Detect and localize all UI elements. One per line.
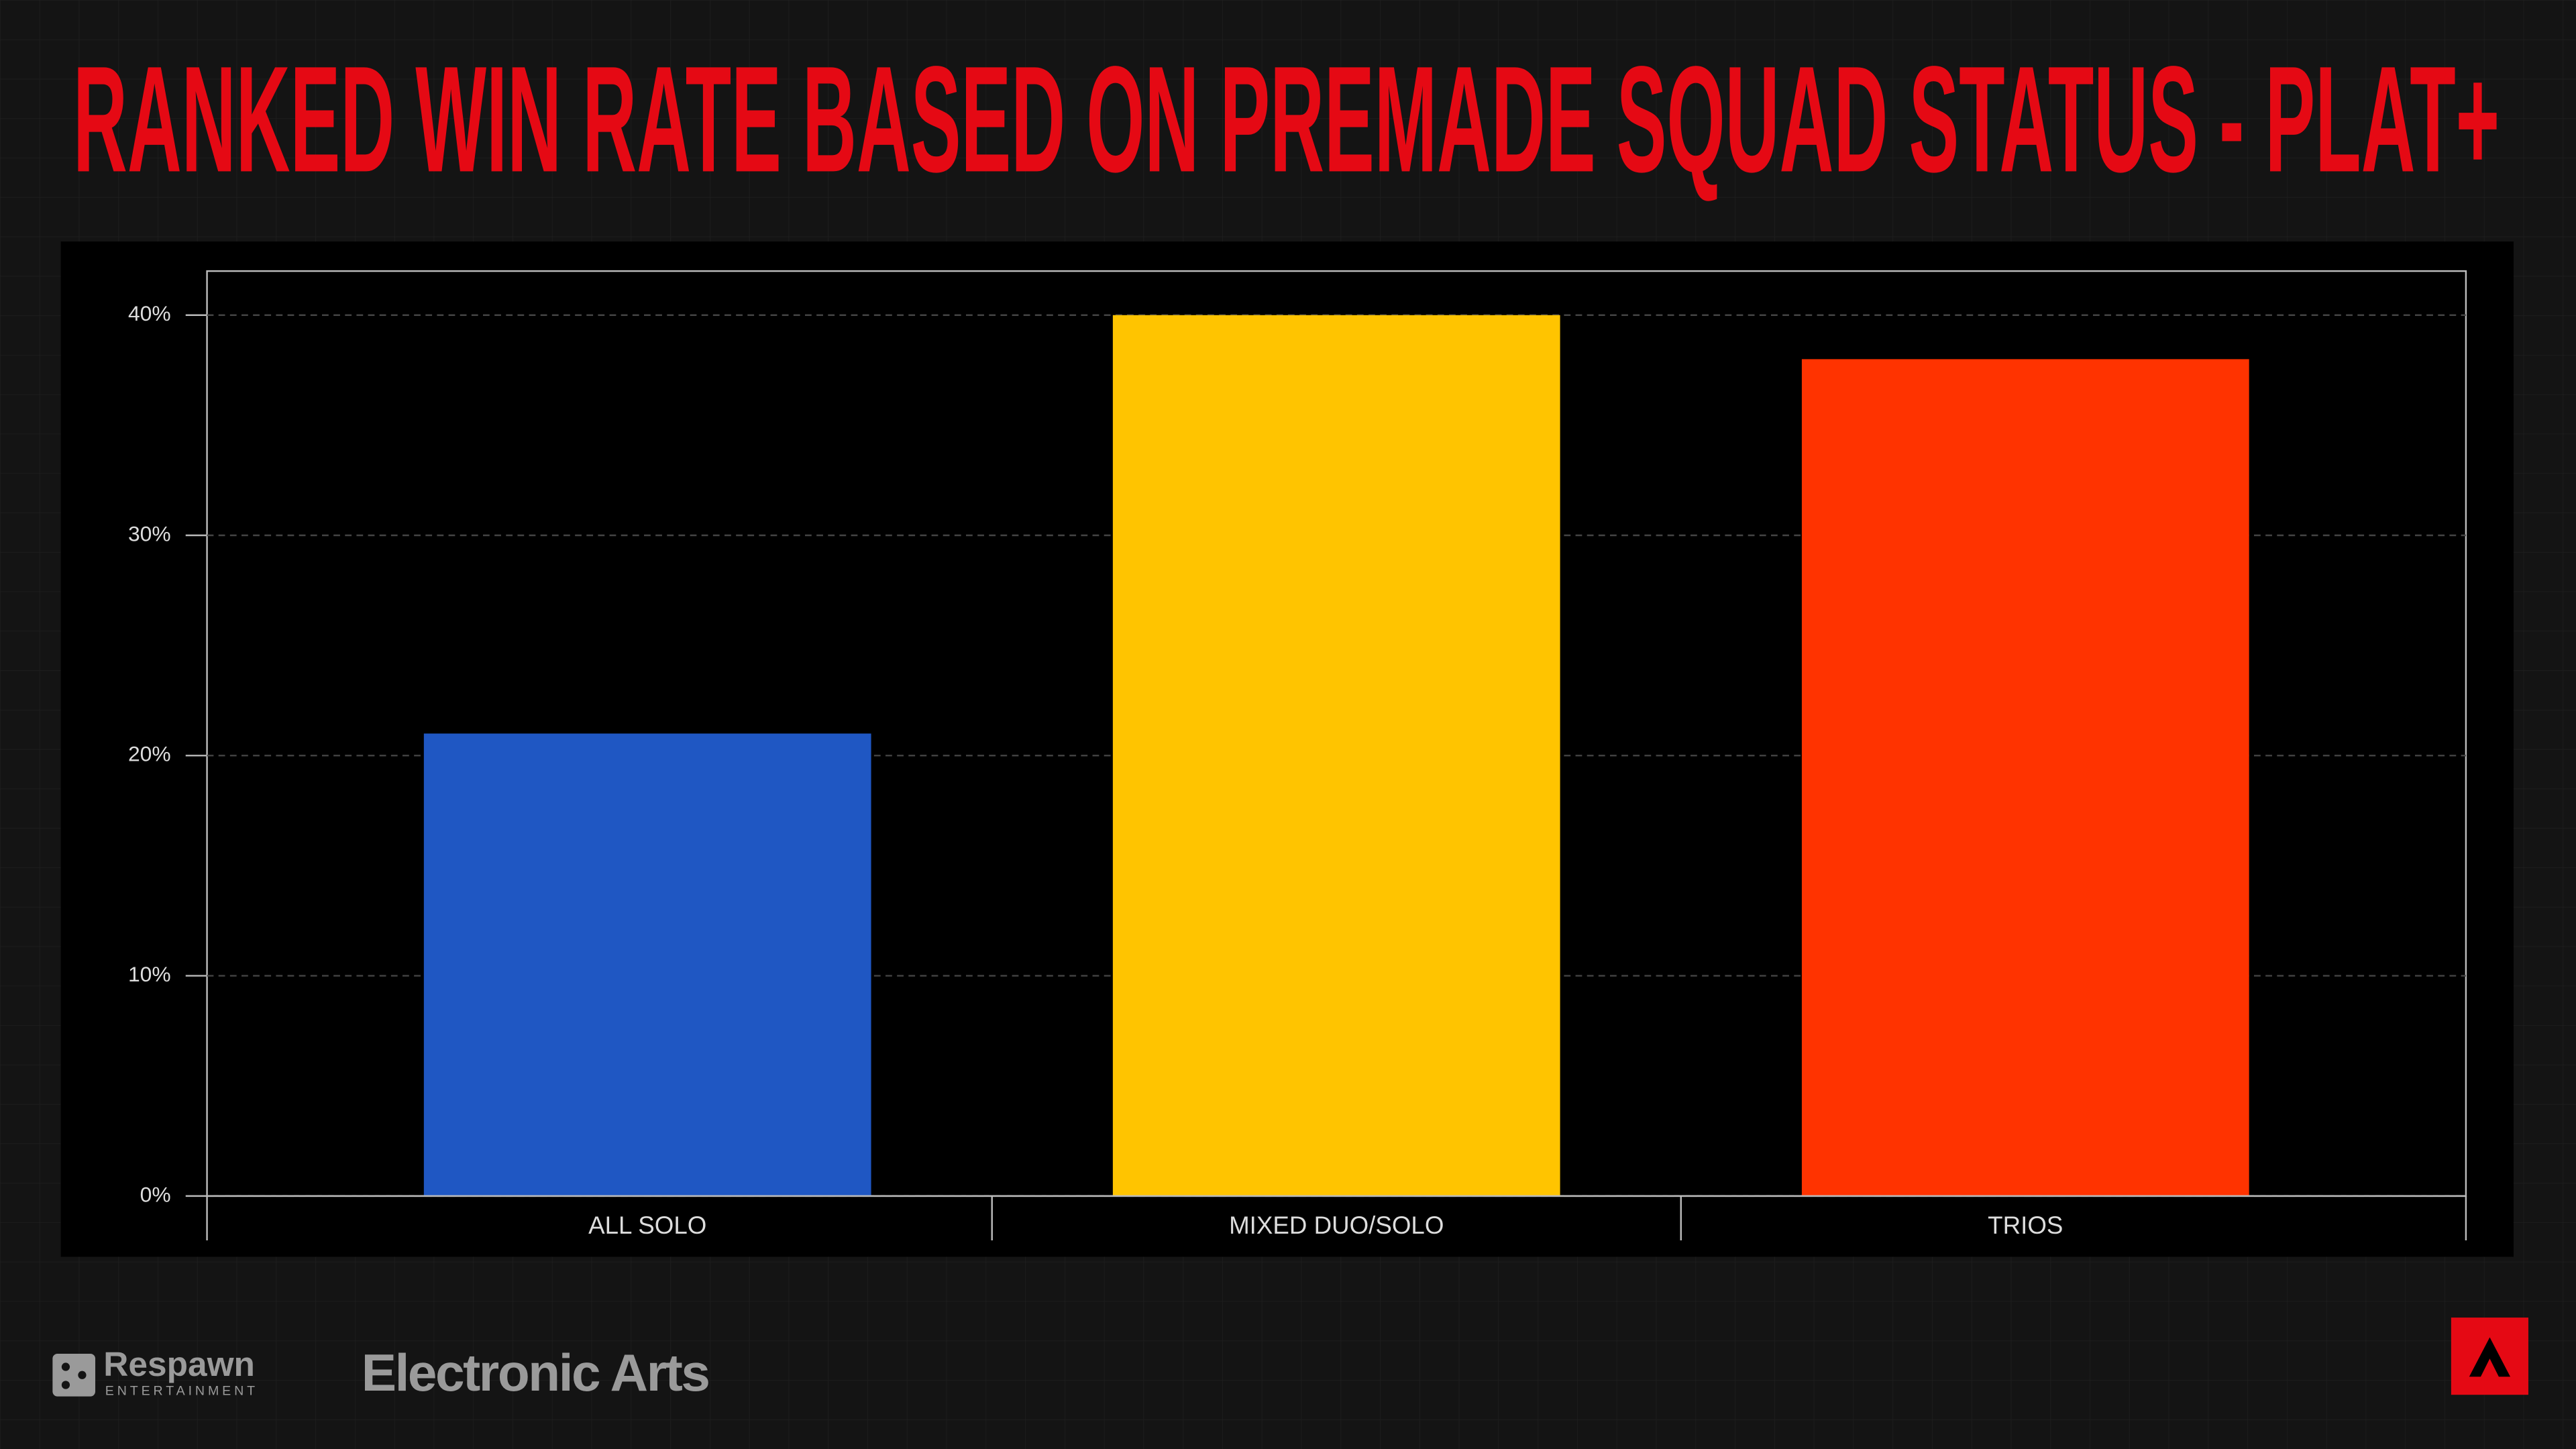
respawn-icon bbox=[52, 1353, 96, 1397]
respawn-name: Respawn bbox=[103, 1344, 255, 1383]
respawn-icon-dot bbox=[78, 1371, 87, 1379]
y-tick-label: 20% bbox=[128, 742, 171, 766]
bar bbox=[1112, 315, 1560, 1196]
apex-logo-mark bbox=[2469, 1337, 2511, 1377]
y-tick-label: 0% bbox=[140, 1182, 171, 1206]
respawn-logo: Respawn ENTERTAINMENT bbox=[52, 1344, 258, 1398]
ea-name: Electronic Arts bbox=[362, 1343, 709, 1402]
y-tick-label: 30% bbox=[128, 521, 171, 545]
bar bbox=[423, 733, 871, 1196]
x-tick-label: ALL SOLO bbox=[588, 1212, 706, 1239]
apex-logo bbox=[2451, 1318, 2528, 1395]
respawn-sub: ENTERTAINMENT bbox=[105, 1383, 258, 1398]
x-tick-label: MIXED DUO/SOLO bbox=[1229, 1212, 1444, 1239]
chart-title: RANKED WIN RATE BASED ON PREMADE SQUAD S… bbox=[73, 34, 2500, 203]
y-tick-label: 40% bbox=[128, 301, 171, 325]
x-tick-label: TRIOS bbox=[1988, 1212, 2063, 1239]
bar bbox=[1801, 359, 2249, 1196]
respawn-icon-dot bbox=[61, 1381, 70, 1389]
respawn-icon-dot bbox=[61, 1362, 70, 1371]
y-tick-label: 10% bbox=[128, 962, 171, 986]
